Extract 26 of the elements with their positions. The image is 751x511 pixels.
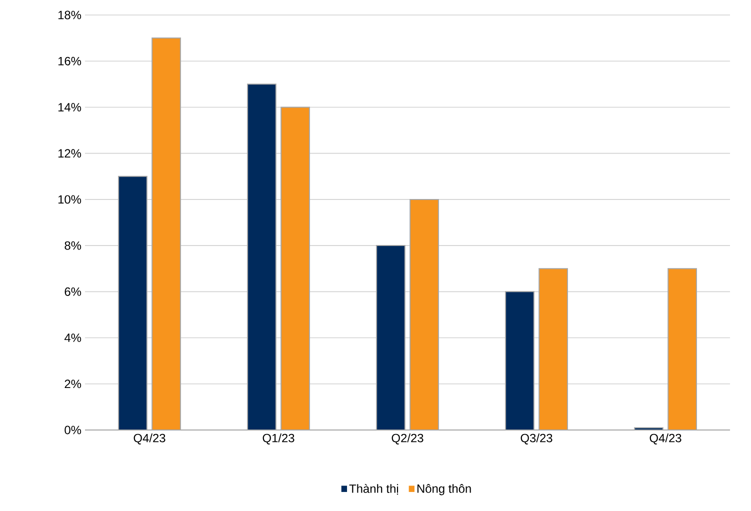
x-tick-label: Q4/23 xyxy=(134,434,166,444)
y-tick-label: 8% xyxy=(64,241,82,250)
bar xyxy=(118,176,147,430)
y-tick-label: 16% xyxy=(58,56,82,66)
y-tick-label: 18% xyxy=(58,10,82,20)
y-tick-label: 2% xyxy=(64,380,82,388)
y-tick-label: 6% xyxy=(64,287,82,296)
bar xyxy=(410,199,438,430)
legend-label: Nông thôn xyxy=(417,484,471,496)
x-tick-label: Q1/23 xyxy=(262,434,294,444)
y-tick-label: 10% xyxy=(58,195,82,204)
y-tick-label: 4% xyxy=(64,334,82,342)
legend-label: Thành thị xyxy=(349,484,398,495)
bar xyxy=(668,268,697,430)
x-tick-label: Q4/23 xyxy=(650,434,682,444)
y-tick-label: 0% xyxy=(64,426,82,434)
x-tick-label: Q3/23 xyxy=(520,434,552,444)
bar xyxy=(506,292,534,430)
bar xyxy=(376,246,405,430)
bar xyxy=(248,84,276,430)
bar xyxy=(281,107,310,430)
x-tick-label: Q2/23 xyxy=(392,434,424,444)
bar xyxy=(152,38,180,430)
y-tick-label: 14% xyxy=(58,103,82,112)
y-tick-label: 12% xyxy=(58,149,82,158)
bar xyxy=(539,268,568,430)
